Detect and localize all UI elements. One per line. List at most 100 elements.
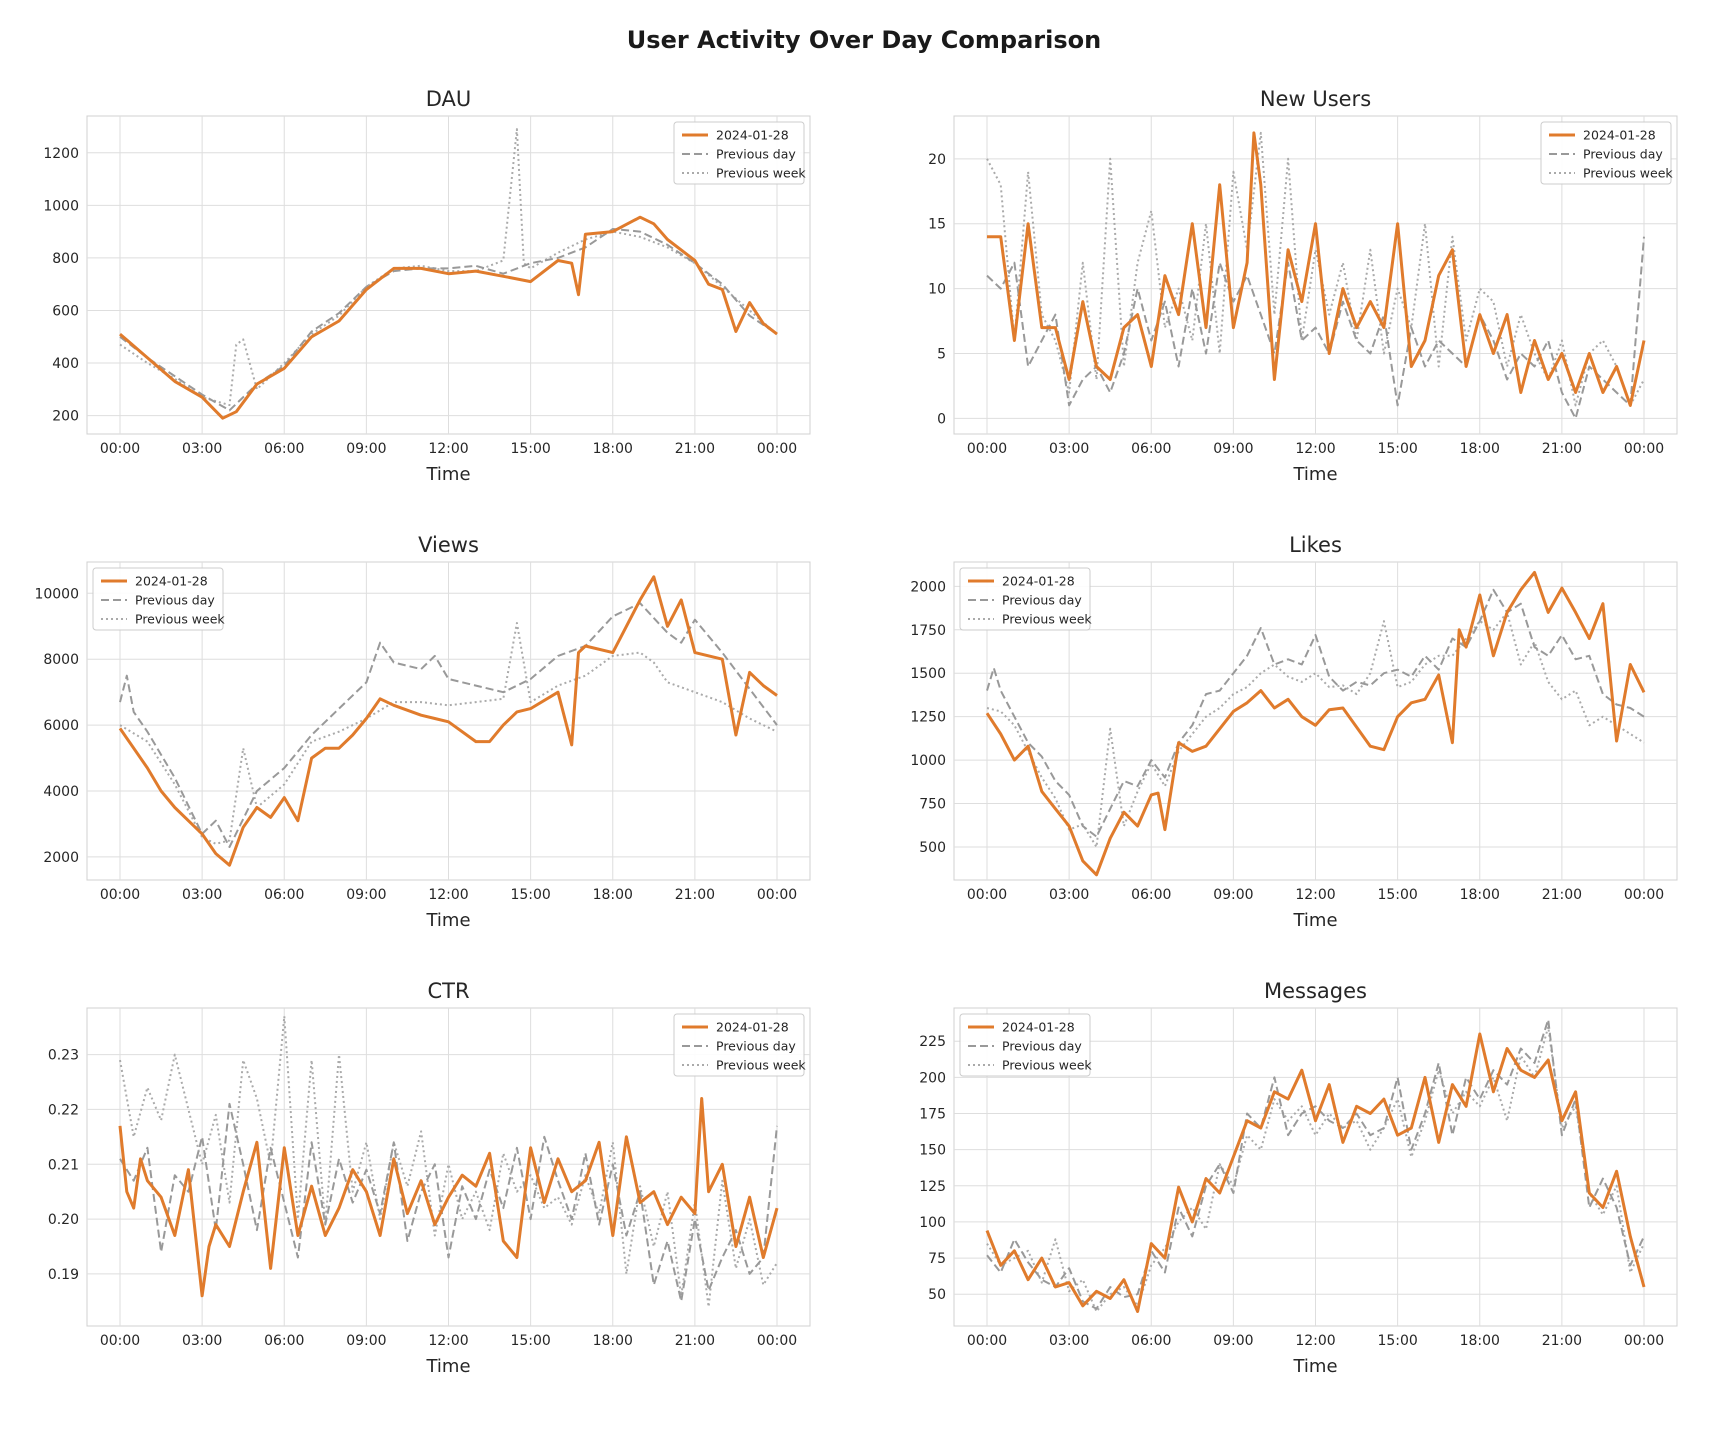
series-line-2024-01-28 — [119, 215, 778, 420]
legend: 2024-01-28 Previous day Previous week — [673, 1013, 806, 1077]
y-tick-label: 1250 — [910, 710, 946, 726]
x-tick-label: 18:00 — [1460, 441, 1500, 457]
legend-label: Previous week — [716, 166, 806, 181]
x-tick-label: 00:00 — [100, 1333, 140, 1349]
series-line-previous-week — [119, 622, 778, 845]
legend-label: 2024-01-28 — [716, 128, 789, 143]
panel-title: Messages — [1264, 979, 1367, 1003]
x-tick-label: 00:00 — [757, 1333, 797, 1349]
y-tick-label: 175 — [919, 1107, 946, 1123]
x-tick-label: 21:00 — [675, 1333, 715, 1349]
legend-label: 2024-01-28 — [1002, 574, 1075, 589]
panel-title: New Users — [1260, 87, 1371, 111]
y-tick-label: 6000 — [43, 718, 79, 734]
x-tick-label: 06:00 — [1131, 1333, 1171, 1349]
y-tick-label: 150 — [919, 1143, 946, 1159]
series-line-previous-day — [119, 1102, 778, 1303]
legend-label: Previous week — [1002, 1058, 1092, 1073]
y-tick-label: 10000 — [34, 586, 79, 602]
x-axis-label: Time — [1292, 464, 1337, 485]
x-tick-label: 21:00 — [675, 441, 715, 457]
y-tick-label: 15 — [928, 217, 946, 233]
legend-label: Previous day — [1002, 1039, 1082, 1054]
x-tick-label: 09:00 — [346, 441, 386, 457]
series-line-previous-week — [119, 128, 778, 407]
legend-box — [673, 121, 805, 185]
x-tick-label: 12:00 — [1295, 1333, 1335, 1349]
x-tick-label: 18:00 — [593, 441, 633, 457]
x-tick-label: 06:00 — [264, 441, 304, 457]
y-tick-label: 2000 — [910, 579, 946, 595]
x-axis-label: Time — [1292, 1356, 1337, 1377]
x-tick-label: 09:00 — [1213, 887, 1253, 903]
y-tick-label: 2000 — [43, 850, 79, 866]
legend-label: Previous day — [716, 1039, 796, 1054]
legend-label: Previous week — [1002, 612, 1092, 627]
x-tick-label: 15:00 — [510, 441, 550, 457]
x-tick-label: 06:00 — [1131, 441, 1171, 457]
x-tick-label: 15:00 — [1377, 441, 1417, 457]
x-tick-label: 18:00 — [1460, 1333, 1500, 1349]
y-tick-label: 0.23 — [48, 1048, 79, 1064]
x-tick-label: 18:00 — [593, 1333, 633, 1349]
x-axis-label: Time — [425, 910, 470, 931]
x-tick-label: 06:00 — [264, 1333, 304, 1349]
panel-ctr: 00:00 03:00 06:00 09:00 12:00 15:00 18:00 21:00… — [48, 979, 811, 1377]
legend-box — [92, 567, 224, 631]
y-tick-label: 0.19 — [48, 1267, 79, 1283]
panel-messages: 00:00 03:00 06:00 09:00 12:00 15:00 18:00 21:00… — [919, 979, 1678, 1377]
x-tick-label: 12:00 — [428, 887, 468, 903]
x-tick-label: 06:00 — [1131, 887, 1171, 903]
legend-box — [673, 1013, 805, 1077]
x-tick-label: 18:00 — [1460, 887, 1500, 903]
x-tick-label: 09:00 — [1213, 1333, 1253, 1349]
y-tick-label: 4000 — [43, 784, 79, 800]
x-tick-label: 03:00 — [1049, 441, 1089, 457]
y-tick-label: 1000 — [43, 198, 79, 214]
x-tick-label: 09:00 — [346, 1333, 386, 1349]
legend-label: 2024-01-28 — [1583, 128, 1656, 143]
x-tick-label: 00:00 — [1624, 441, 1664, 457]
x-axis-label: Time — [425, 1356, 470, 1377]
x-tick-label: 03:00 — [1049, 887, 1089, 903]
legend-label: Previous week — [135, 612, 225, 627]
legend-label: Previous day — [135, 593, 215, 608]
x-tick-label: 15:00 — [510, 1333, 550, 1349]
x-tick-label: 15:00 — [510, 887, 550, 903]
y-tick-label: 225 — [919, 1034, 946, 1050]
series-line-2024-01-28 — [985, 570, 1646, 877]
series-line-previous-day — [986, 1018, 1645, 1310]
x-axis-label: Time — [425, 464, 470, 485]
x-tick-label: 00:00 — [757, 441, 797, 457]
y-tick-label: 1200 — [43, 146, 79, 162]
x-tick-label: 12:00 — [428, 1333, 468, 1349]
x-tick-label: 03:00 — [182, 1333, 222, 1349]
series-line-2024-01-28 — [985, 1032, 1646, 1313]
y-tick-label: 200 — [919, 1070, 946, 1086]
y-tick-label: 5 — [937, 347, 946, 363]
panel-dau: 00:00 03:00 06:00 09:00 12:00 15:00 18:00 21:00… — [43, 87, 811, 485]
x-tick-label: 12:00 — [428, 441, 468, 457]
y-tick-label: 0.21 — [48, 1157, 79, 1173]
x-tick-label: 09:00 — [1213, 441, 1253, 457]
y-tick-label: 8000 — [43, 652, 79, 668]
legend-label: Previous day — [1583, 147, 1663, 162]
series-line-2024-01-28 — [118, 1097, 779, 1298]
panel-views: 00:00 03:00 06:00 09:00 12:00 15:00 18:00 21:00… — [34, 533, 811, 931]
legend: 2024-01-28 Previous day Previous week — [1540, 121, 1673, 185]
x-tick-label: 00:00 — [967, 441, 1007, 457]
x-tick-label: 15:00 — [1377, 887, 1417, 903]
y-tick-label: 1000 — [910, 753, 946, 769]
legend-label: 2024-01-28 — [716, 1020, 789, 1035]
panel-title: CTR — [427, 979, 469, 1003]
x-tick-label: 15:00 — [1377, 1333, 1417, 1349]
y-tick-label: 0 — [937, 411, 946, 427]
x-axis-label: Time — [1292, 910, 1337, 931]
x-tick-label: 00:00 — [1624, 1333, 1664, 1349]
x-tick-label: 03:00 — [182, 887, 222, 903]
legend-box — [959, 567, 1091, 631]
y-tick-label: 50 — [928, 1287, 946, 1303]
legend-label: Previous day — [716, 147, 796, 162]
series-line-2024-01-28 — [987, 131, 1646, 407]
